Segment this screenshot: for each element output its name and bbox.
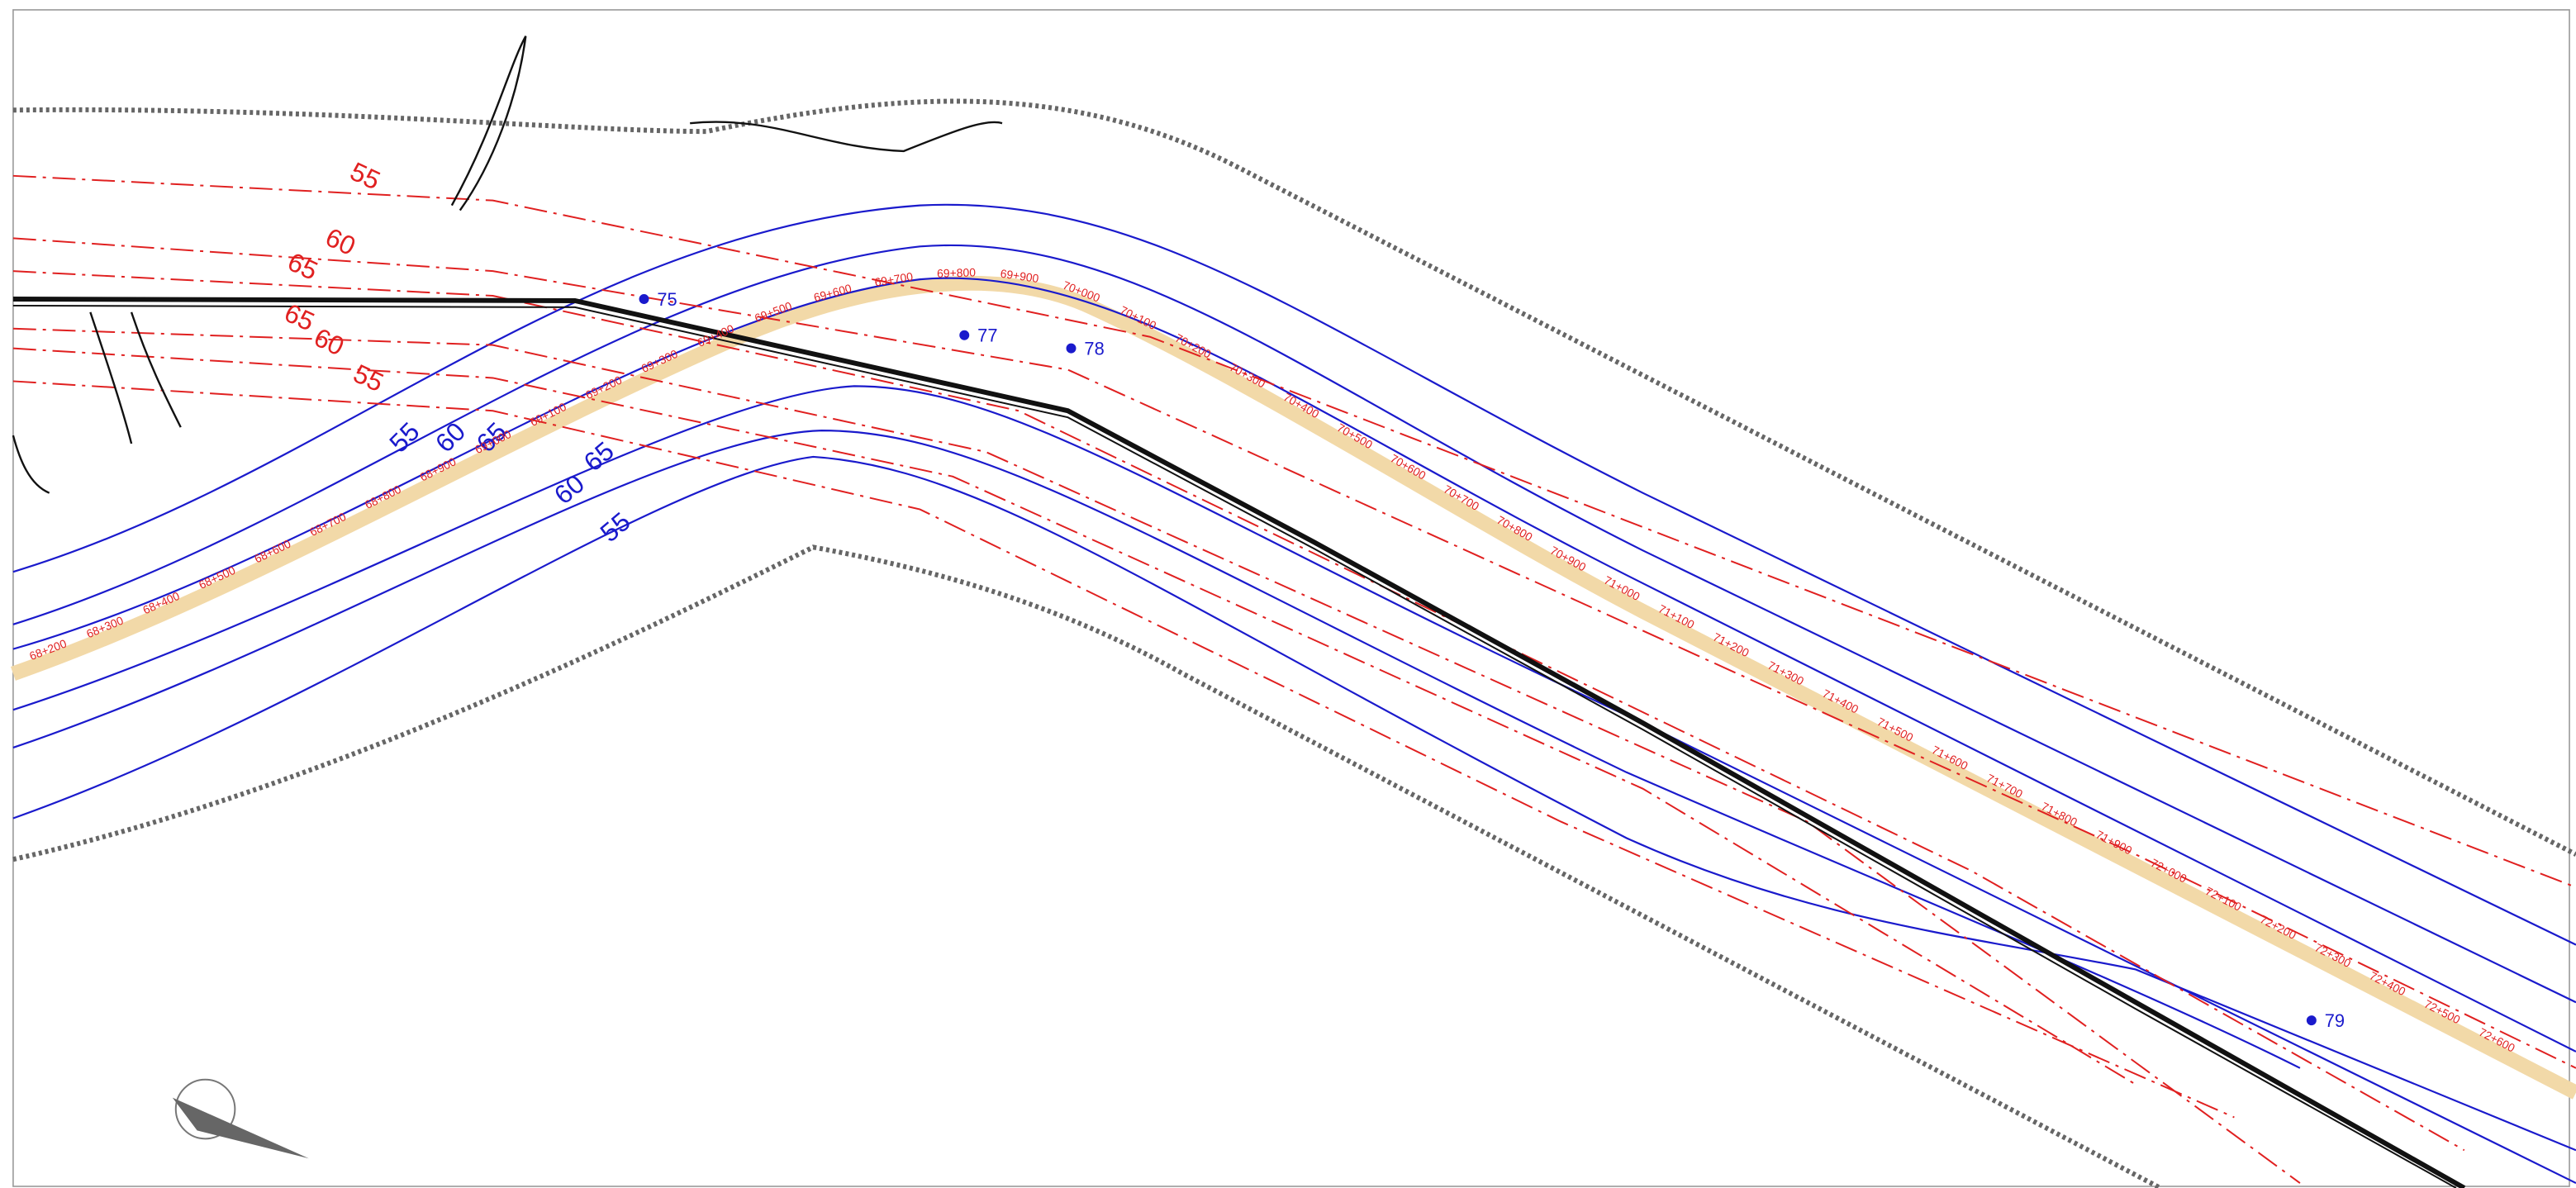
boundaries [12,98,2576,1188]
path [450,36,527,211]
receiver-label: 75 [657,289,677,310]
path [12,435,50,494]
receiver-label: 77 [977,326,997,346]
chainage-label: 69+900 [1000,267,1040,285]
chainage-label: 69+700 [873,269,914,288]
receiver-label: 78 [1084,339,1104,359]
contour [12,327,2301,1184]
receiver-label: 79 [2325,1010,2345,1031]
receiver [639,294,649,304]
contour [12,174,2576,888]
alignment [10,275,2576,1100]
frame [12,9,2570,1187]
roads [12,36,2466,1188]
contour [12,237,2576,1069]
contour [12,203,2576,946]
boundary [12,544,2162,1188]
receiver [1066,343,1077,354]
road [12,304,2457,1188]
red-contours [12,174,2576,1184]
contour [12,270,2465,1152]
boundary [12,98,2576,857]
chainage-label: 69+800 [937,265,977,280]
road [12,297,2466,1188]
contour [12,244,2576,1004]
path [690,121,1003,153]
receiver [959,330,970,340]
contour [12,385,2576,1185]
contour [12,277,2576,1053]
contour [12,347,2136,1086]
contour [12,380,2235,1119]
contour [12,430,2301,1069]
path [89,311,182,444]
compass-ring [174,1078,236,1140]
receiver [2306,1015,2317,1026]
contour [12,455,2576,1152]
road-band [10,275,2576,1100]
blue-contours [12,203,2576,1185]
